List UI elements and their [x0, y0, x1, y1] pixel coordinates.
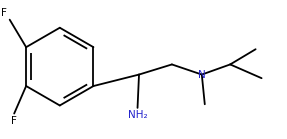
- Text: N: N: [198, 70, 206, 80]
- Text: NH₂: NH₂: [128, 110, 147, 120]
- Text: F: F: [1, 8, 7, 18]
- Text: F: F: [11, 116, 17, 126]
